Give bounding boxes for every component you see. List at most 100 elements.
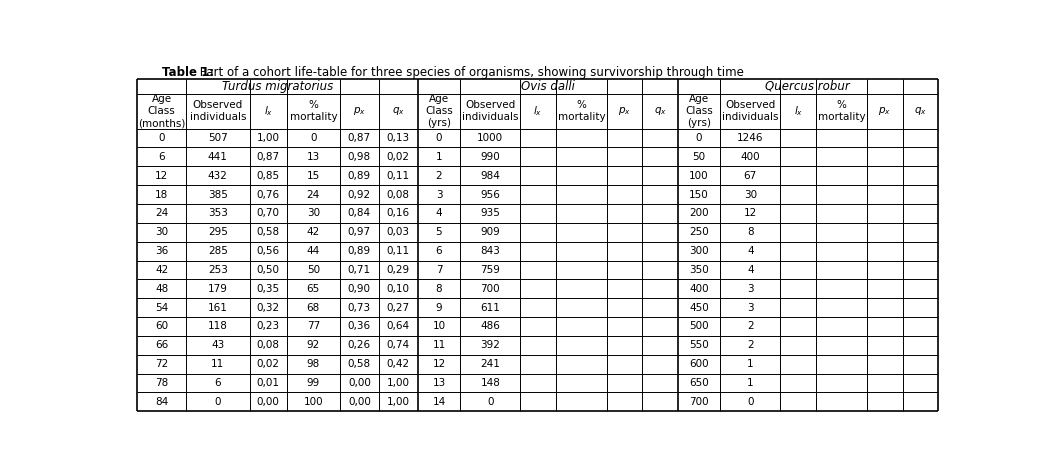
Text: 0,26: 0,26 [348,340,371,350]
Text: 10: 10 [432,321,446,332]
Text: 843: 843 [480,246,500,256]
Text: 0,00: 0,00 [348,378,370,388]
Text: 700: 700 [480,284,500,294]
Text: 0: 0 [215,397,221,407]
Text: $p_x$: $p_x$ [878,106,892,117]
Text: 0,89: 0,89 [348,171,371,181]
Text: 1: 1 [747,378,753,388]
Text: 161: 161 [208,303,228,313]
Text: 0,97: 0,97 [348,227,371,237]
Text: 5: 5 [435,227,443,237]
Text: 66: 66 [155,340,168,350]
Text: 1000: 1000 [477,133,504,143]
Text: 72: 72 [155,359,168,369]
Text: 65: 65 [306,284,320,294]
Text: 759: 759 [480,265,500,275]
Text: Observed
individuals: Observed individuals [462,100,518,122]
Text: Age
Class
(months): Age Class (months) [138,94,186,129]
Text: 0,11: 0,11 [387,171,410,181]
Text: 8: 8 [747,227,753,237]
Text: 611: 611 [480,303,500,313]
Text: 12: 12 [744,208,757,219]
Text: 0,73: 0,73 [348,303,371,313]
Text: 0,87: 0,87 [257,152,280,162]
Text: 50: 50 [692,152,706,162]
Text: 486: 486 [480,321,500,332]
Text: 1: 1 [435,152,443,162]
Text: 0,08: 0,08 [387,189,410,200]
Text: 0: 0 [435,133,443,143]
Text: 0,92: 0,92 [348,189,371,200]
Text: 0: 0 [695,133,702,143]
Text: 2: 2 [747,340,753,350]
Text: 0,02: 0,02 [387,152,410,162]
Text: $l_x$: $l_x$ [793,105,802,118]
Text: 0,64: 0,64 [387,321,410,332]
Text: 12: 12 [432,359,446,369]
Text: 650: 650 [689,378,709,388]
Text: 11: 11 [432,340,446,350]
Text: 18: 18 [155,189,168,200]
Text: 30: 30 [744,189,757,200]
Text: 0,85: 0,85 [257,171,280,181]
Text: 990: 990 [480,152,500,162]
Text: Observed
individuals: Observed individuals [722,100,778,122]
Text: 353: 353 [208,208,228,219]
Text: 0,71: 0,71 [348,265,371,275]
Text: $q_x$: $q_x$ [654,106,666,117]
Text: 3: 3 [747,284,753,294]
Text: 1,00: 1,00 [387,378,410,388]
Text: $q_x$: $q_x$ [914,106,926,117]
Text: 4: 4 [747,246,753,256]
Text: 6: 6 [158,152,165,162]
Text: 7: 7 [435,265,443,275]
Text: 0,27: 0,27 [387,303,410,313]
Text: 935: 935 [480,208,500,219]
Text: 4: 4 [435,208,443,219]
Text: 441: 441 [208,152,228,162]
Text: 1: 1 [747,359,753,369]
Text: 15: 15 [306,171,320,181]
Text: 77: 77 [306,321,320,332]
Text: 0,16: 0,16 [387,208,410,219]
Text: 0,23: 0,23 [257,321,280,332]
Text: $p_x$: $p_x$ [618,106,631,117]
Text: %
mortality: % mortality [558,100,605,122]
Text: 0,56: 0,56 [257,246,280,256]
Text: 43: 43 [211,340,224,350]
Text: 0,42: 0,42 [387,359,410,369]
Text: 3: 3 [435,189,443,200]
Text: 0,01: 0,01 [257,378,280,388]
Text: 11: 11 [211,359,224,369]
Text: 30: 30 [155,227,168,237]
Text: 84: 84 [155,397,168,407]
Text: Quercus robur: Quercus robur [766,80,851,93]
Text: Age
Class
(yrs): Age Class (yrs) [425,94,453,129]
Text: 400: 400 [689,284,709,294]
Text: Ovis dalli: Ovis dalli [521,80,575,93]
Text: 0,87: 0,87 [348,133,371,143]
Text: 13: 13 [306,152,320,162]
Text: 300: 300 [689,246,709,256]
Text: 1,00: 1,00 [387,397,410,407]
Text: 42: 42 [306,227,320,237]
Text: 3: 3 [747,303,753,313]
Text: 400: 400 [741,152,761,162]
Text: 0,00: 0,00 [348,397,370,407]
Text: Observed
individuals: Observed individuals [190,100,247,122]
Text: 179: 179 [208,284,228,294]
Text: 432: 432 [208,171,228,181]
Text: 99: 99 [306,378,320,388]
Text: 0,08: 0,08 [257,340,280,350]
Text: 392: 392 [480,340,500,350]
Text: $q_x$: $q_x$ [392,106,405,117]
Text: 984: 984 [480,171,500,181]
Text: 1,00: 1,00 [257,133,280,143]
Text: 100: 100 [303,397,323,407]
Text: 385: 385 [208,189,228,200]
Text: 50: 50 [306,265,320,275]
Text: 100: 100 [689,171,709,181]
Text: 42: 42 [155,265,168,275]
Text: 92: 92 [306,340,320,350]
Text: 2: 2 [747,321,753,332]
